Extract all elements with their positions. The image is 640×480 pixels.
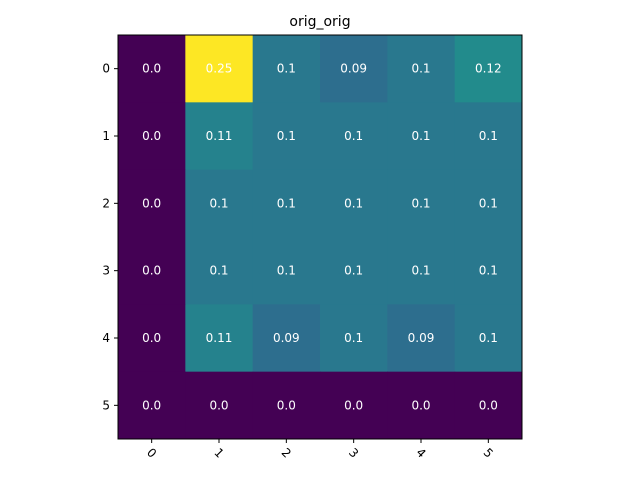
heatmap-cell	[454, 371, 523, 440]
cell-value-label: 0.1	[479, 331, 498, 345]
heatmap-cell	[454, 237, 523, 305]
cell-value-label: 0.1	[277, 62, 296, 76]
y-tick-label: 4	[102, 331, 110, 345]
heatmap-cell	[320, 304, 388, 373]
heatmap-cell	[387, 304, 456, 373]
cell-value-label: 0.0	[142, 398, 161, 412]
heatmap-cell-labels: 0.0 0.25 0.1 0.09 0.1 0.12 0.0 0.11 0.1 0.1 0.1 0.1…	[142, 62, 502, 413]
cell-value-label: 0.0	[142, 331, 161, 345]
heatmap-cell	[320, 237, 388, 305]
x-tick-label: 1	[211, 445, 226, 460]
x-tick-label: 0	[144, 445, 159, 460]
heatmap-cell	[185, 169, 254, 238]
heatmap-cell	[185, 237, 254, 305]
cell-value-label: 0.0	[142, 129, 161, 143]
heatmap-cell	[118, 304, 186, 373]
heatmap-cell	[252, 35, 321, 103]
cell-value-label: 0.0	[142, 264, 161, 278]
cell-value-label: 0.0	[411, 398, 430, 412]
cell-value-label: 0.1	[479, 264, 498, 278]
cell-value-label: 0.1	[411, 196, 430, 210]
heatmap-cell	[454, 304, 523, 373]
cell-value-label: 0.11	[206, 331, 233, 345]
heatmap-cell	[118, 102, 186, 171]
heatmap-cell	[118, 371, 186, 440]
cell-value-label: 0.1	[411, 264, 430, 278]
cell-value-label: 0.1	[479, 129, 498, 143]
cell-value-label: 0.1	[277, 129, 296, 143]
cell-value-label: 0.1	[344, 196, 363, 210]
cell-value-label: 0.25	[206, 62, 233, 76]
heatmap-cell	[320, 371, 388, 440]
x-tick-label: 3	[346, 445, 361, 460]
heatmap-cell	[454, 102, 523, 171]
heatmap-cell	[387, 169, 456, 238]
heatmap-cell	[387, 371, 456, 440]
heatmap-cell	[320, 102, 388, 171]
cell-value-label: 0.1	[209, 196, 228, 210]
chart-title: orig_orig	[289, 14, 350, 30]
y-tick-label: 2	[102, 196, 110, 210]
heatmap-cell	[387, 35, 456, 103]
x-axis-ticks: 0 1 2 3 4 5	[144, 439, 496, 461]
heatmap-cell	[185, 304, 254, 373]
y-tick-label: 5	[102, 398, 110, 412]
cell-value-label: 0.09	[340, 62, 367, 76]
plot-frame	[117, 34, 523, 440]
heatmap-cell	[252, 371, 321, 440]
heatmap-cell	[185, 371, 254, 440]
cell-value-label: 0.1	[411, 129, 430, 143]
cell-value-label: 0.0	[479, 398, 498, 412]
cell-value-label: 0.1	[344, 331, 363, 345]
heatmap-cell	[320, 169, 388, 238]
y-axis-ticks: 0 1 2 3 4 5	[102, 62, 118, 412]
cell-value-label: 0.0	[142, 196, 161, 210]
heatmap-cell	[118, 169, 186, 238]
heatmap-cell	[185, 35, 254, 103]
heatmap-cell	[454, 35, 523, 103]
heatmap-cell	[252, 169, 321, 238]
x-tick-label: 2	[279, 445, 294, 460]
heatmap-cell	[252, 102, 321, 171]
cell-value-label: 0.0	[142, 62, 161, 76]
cell-value-label: 0.0	[209, 398, 228, 412]
cell-value-label: 0.09	[408, 331, 435, 345]
x-tick-label: 4	[413, 445, 428, 460]
heatmap-cells	[118, 35, 523, 440]
cell-value-label: 0.0	[344, 398, 363, 412]
x-tick-label: 5	[481, 445, 496, 460]
heatmap-cell	[185, 102, 254, 171]
cell-value-label: 0.1	[277, 196, 296, 210]
heatmap-cell	[387, 102, 456, 171]
cell-value-label: 0.09	[273, 331, 300, 345]
cell-value-label: 0.1	[411, 62, 430, 76]
heatmap-cell	[252, 237, 321, 305]
y-tick-label: 1	[102, 129, 110, 143]
y-tick-label: 3	[102, 264, 110, 278]
heatmap-cell	[320, 35, 388, 103]
heatmap-cell	[252, 304, 321, 373]
cell-value-label: 0.11	[206, 129, 233, 143]
cell-value-label: 0.12	[475, 62, 502, 76]
heatmap-cell	[387, 237, 456, 305]
cell-value-label: 0.1	[277, 264, 296, 278]
heatmap-cell	[454, 169, 523, 238]
y-tick-label: 0	[102, 62, 110, 76]
cell-value-label: 0.1	[344, 264, 363, 278]
heatmap-cell	[118, 237, 186, 305]
cell-value-label: 0.1	[209, 264, 228, 278]
cell-value-label: 0.1	[344, 129, 363, 143]
cell-value-label: 0.0	[277, 398, 296, 412]
cell-value-label: 0.1	[479, 196, 498, 210]
heatmap-cell	[118, 35, 186, 103]
